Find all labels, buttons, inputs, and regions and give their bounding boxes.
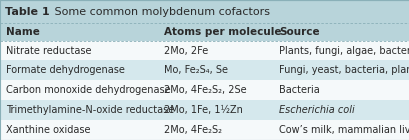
Text: Source: Source (279, 27, 319, 37)
Text: Trimethylamine-N-oxide reductase: Trimethylamine-N-oxide reductase (6, 105, 173, 115)
Bar (0, 100, 409, 120)
Bar (0, 41, 409, 60)
Text: Escherichia coli: Escherichia coli (279, 105, 354, 115)
Text: 2Mo, 4Fe₂S₂: 2Mo, 4Fe₂S₂ (164, 125, 222, 135)
Text: 2Mo, 2Fe: 2Mo, 2Fe (164, 46, 208, 56)
Text: Formate dehydrogenase: Formate dehydrogenase (6, 65, 124, 75)
Bar (0, 23, 409, 41)
Bar (0, 60, 409, 80)
Text: Mo, Fe₂S₄, Se: Mo, Fe₂S₄, Se (164, 65, 228, 75)
Text: Bacteria: Bacteria (279, 85, 319, 95)
Text: Carbon monoxide dehydrogenase: Carbon monoxide dehydrogenase (6, 85, 170, 95)
Bar (0, 120, 409, 140)
Text: 2Mo, 4Fe₂S₂, 2Se: 2Mo, 4Fe₂S₂, 2Se (164, 85, 247, 95)
Text: 2Mo, 1Fe, 1½Zn: 2Mo, 1Fe, 1½Zn (164, 105, 243, 115)
Text: Cow’s milk, mammalian liver, kidney: Cow’s milk, mammalian liver, kidney (279, 125, 409, 135)
Text: Nitrate reductase: Nitrate reductase (6, 46, 91, 56)
Text: Plants, fungi, algae, bacteria: Plants, fungi, algae, bacteria (279, 46, 409, 56)
Bar (0, 80, 409, 100)
Bar (0, 0, 409, 23)
Text: Xanthine oxidase: Xanthine oxidase (6, 125, 90, 135)
Text: Fungi, yeast, bacteria, plants: Fungi, yeast, bacteria, plants (279, 65, 409, 75)
Text: Some common molybdenum cofactors: Some common molybdenum cofactors (51, 7, 270, 17)
Text: Atoms per molecule: Atoms per molecule (164, 27, 281, 37)
Text: Name: Name (6, 27, 40, 37)
Text: Table 1: Table 1 (4, 7, 49, 17)
